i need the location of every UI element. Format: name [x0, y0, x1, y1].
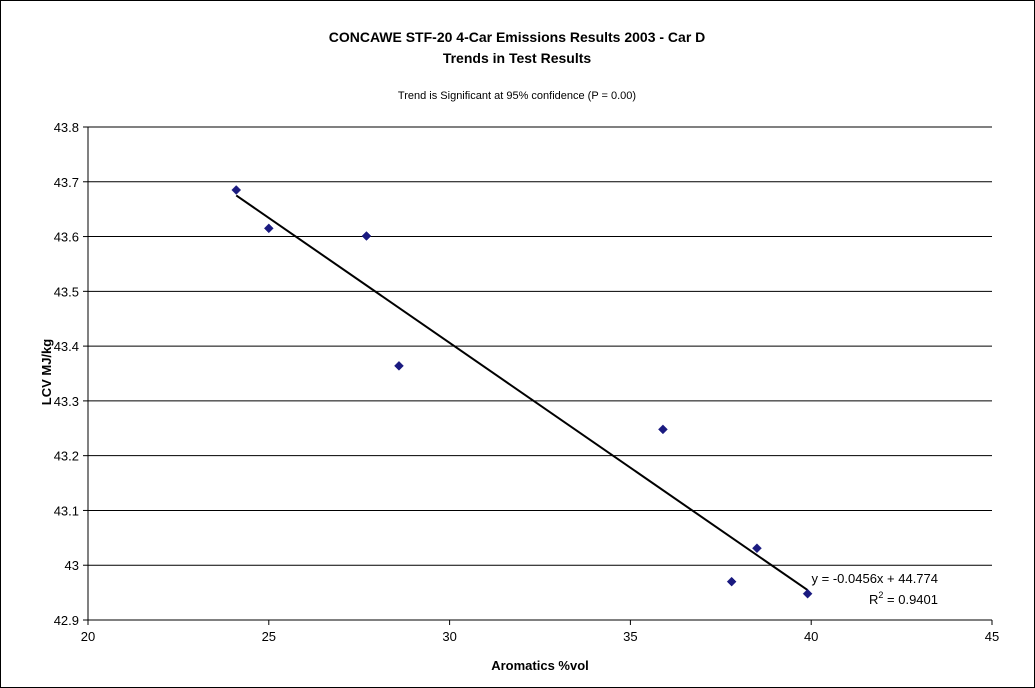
- y-tick-label: 43.3: [54, 394, 79, 409]
- y-tick-label: 42.9: [54, 613, 79, 628]
- r-squared-exponent: 2: [878, 590, 883, 600]
- x-tick-label: 45: [985, 629, 999, 644]
- chart-note: Trend is Significant at 95% confidence (…: [398, 90, 636, 102]
- x-axis-title: Aromatics %vol: [491, 658, 589, 673]
- y-tick-label: 43.7: [54, 175, 79, 190]
- trendline-equation: y = -0.0456x + 44.774: [812, 571, 938, 586]
- y-tick-label: 43: [65, 558, 79, 573]
- axes: [83, 126, 993, 625]
- r-squared-label: R: [869, 592, 878, 607]
- x-tick-labels: 20 25 30 35 40 45: [81, 629, 999, 644]
- r-squared-value: = 0.9401: [883, 592, 938, 607]
- y-tick-label: 43.5: [54, 284, 79, 299]
- x-tick-label: 30: [442, 629, 456, 644]
- data-point: [802, 588, 813, 599]
- y-tick-label: 43.8: [54, 120, 79, 135]
- data-points: [231, 185, 813, 599]
- y-axis-title: LCV MJ/kg: [39, 339, 54, 406]
- data-point: [752, 543, 762, 554]
- chart-title: CONCAWE STF-20 4-Car Emissions Results 2…: [329, 29, 706, 45]
- data-point: [726, 576, 737, 587]
- y-tick-labels: 42.9 43 43.1 43.2 43.3 43.4 43.5 43.6 43.7 43.8: [54, 120, 79, 628]
- x-tick-label: 25: [262, 629, 276, 644]
- chart-subtitle: Trends in Test Results: [443, 50, 592, 66]
- data-point: [658, 424, 668, 435]
- y-tick-label: 43.1: [54, 503, 79, 518]
- y-tick-label: 43.2: [54, 449, 79, 464]
- y-tick-label: 43.4: [54, 339, 79, 354]
- data-point: [263, 223, 274, 234]
- x-tick-label: 20: [81, 629, 95, 644]
- y-tick-label: 43.6: [54, 230, 79, 245]
- grid-lines: [88, 126, 992, 566]
- x-tick-label: 40: [804, 629, 818, 644]
- x-tick-label: 35: [623, 629, 637, 644]
- trendline-r-squared: R2 = 0.9401: [869, 590, 938, 607]
- data-point: [394, 360, 404, 371]
- trendline: [235, 194, 809, 591]
- data-point: [361, 231, 372, 241]
- data-point: [231, 185, 242, 195]
- trendline-path: [235, 194, 809, 591]
